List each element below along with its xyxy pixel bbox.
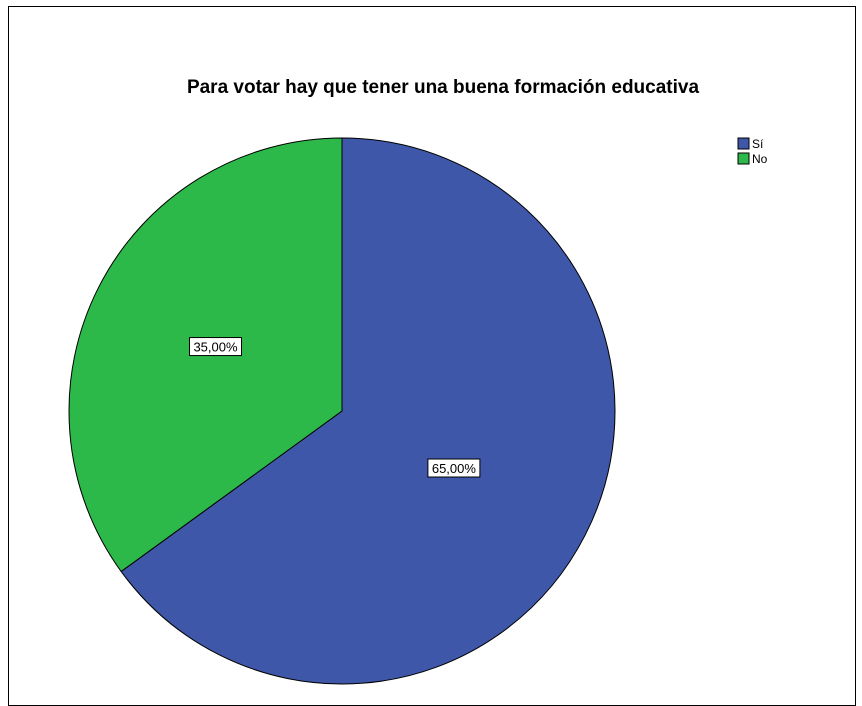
legend-swatch-no: [737, 152, 750, 165]
data-label-text: 65,00%: [432, 461, 477, 476]
chart-title: Para votar hay que tener una buena forma…: [187, 77, 700, 98]
pie-slices: [68, 137, 616, 685]
data-label-box: [427, 458, 481, 478]
legend-label-si: Sí: [752, 137, 764, 151]
data-label-box: [189, 337, 243, 357]
legend-swatch-si: [737, 137, 750, 150]
pie-data-labels: 65,00% 35,00%: [189, 337, 481, 478]
legend-label-no: No: [752, 152, 768, 166]
data-label-si: 65,00%: [427, 458, 481, 478]
pie-slice-si: [120, 137, 616, 685]
data-label-text: 35,00%: [193, 340, 238, 355]
data-label-no: 35,00%: [189, 337, 243, 357]
